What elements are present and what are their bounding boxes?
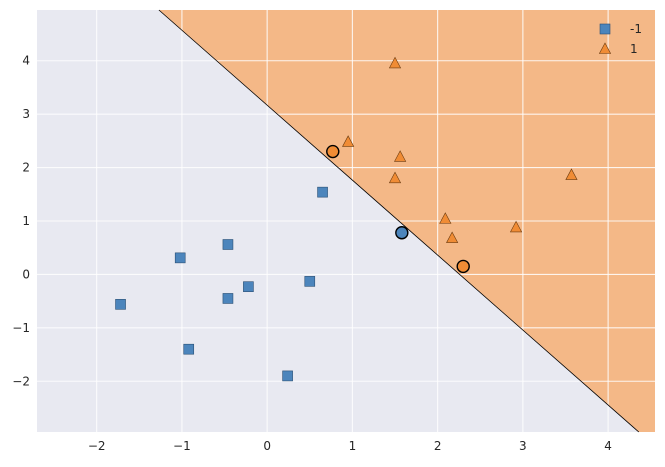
x-tick-labels: −2 −1 0 1 2 3 4 — [88, 439, 612, 453]
x-tick-label: 4 — [604, 439, 612, 453]
data-points — [115, 56, 578, 382]
point-class-neg1 — [243, 281, 254, 293]
legend-marker — [598, 42, 612, 54]
y-tick-label: 3 — [22, 107, 30, 121]
point-class-1 — [394, 150, 407, 162]
point-class-1 — [388, 56, 402, 69]
support-vector-marker — [456, 259, 470, 274]
point-class-neg1 — [222, 293, 234, 304]
point-class-1 — [388, 171, 402, 184]
legend-marker — [599, 23, 611, 35]
legend-label: 1 — [630, 42, 638, 56]
x-tick-label: 2 — [434, 439, 442, 453]
decision-boundary-line — [158, 9, 640, 433]
legend: -11 — [598, 22, 642, 56]
x-tick-label: −2 — [88, 439, 106, 453]
support-vector-marker — [326, 144, 340, 159]
y-tick-label: 1 — [22, 214, 30, 228]
x-tick-label: 0 — [263, 439, 271, 453]
y-tick-label: 4 — [22, 54, 30, 68]
point-class-1 — [439, 212, 452, 224]
point-class-neg1 — [317, 186, 328, 198]
y-tick-labels: −2 −1 0 1 2 3 4 — [12, 54, 30, 389]
support-vector-marker — [395, 226, 409, 240]
x-tick-label: −1 — [173, 439, 191, 453]
point-class-neg1 — [174, 252, 186, 264]
point-class-neg1 — [183, 343, 195, 355]
point-class-1 — [509, 220, 523, 233]
point-class-1 — [446, 231, 459, 243]
point-class-neg1 — [115, 299, 126, 310]
legend-label: -1 — [630, 22, 642, 36]
grid-lines — [37, 10, 655, 432]
y-tick-label: 0 — [22, 267, 30, 281]
point-class-neg1 — [304, 276, 316, 287]
point-class-neg1 — [282, 370, 293, 382]
y-tick-label: 2 — [22, 161, 30, 175]
point-class-1 — [342, 135, 355, 147]
point-class-neg1 — [222, 239, 234, 250]
point-class-1 — [565, 168, 578, 180]
y-tick-label: −1 — [12, 321, 30, 335]
x-tick-label: 1 — [349, 439, 357, 453]
support-vector-rings — [326, 144, 470, 274]
x-tick-label: 3 — [519, 439, 527, 453]
y-tick-label: −2 — [12, 374, 30, 388]
